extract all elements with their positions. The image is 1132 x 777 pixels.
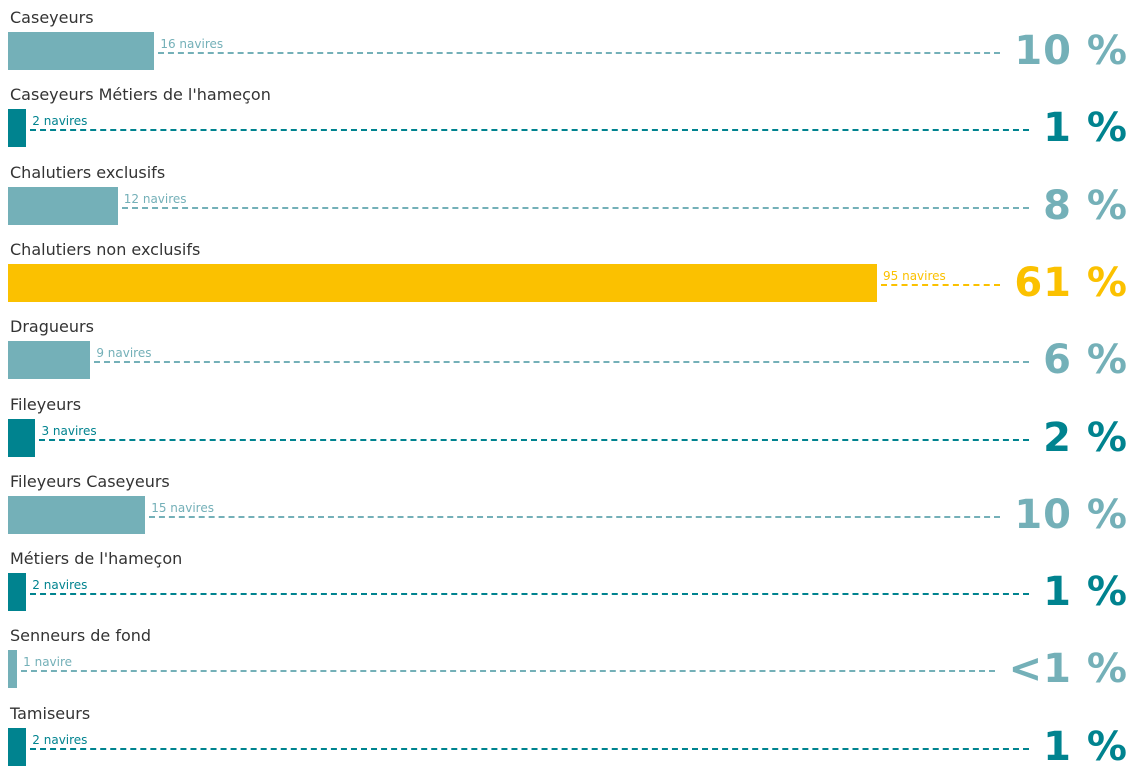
leader-dots <box>881 283 1001 286</box>
bar-row: Métiers de l'hameçon 2 navires 1 % <box>0 545 1132 622</box>
bar <box>8 495 146 534</box>
percent-label: 2 % <box>1043 414 1128 461</box>
leader-dots <box>149 515 1001 518</box>
percent-label: 8 % <box>1043 182 1128 229</box>
category-label: Caseyeurs Métiers de l'hameçon <box>10 85 271 105</box>
bar-row: Fileyeurs 3 navires 2 % <box>0 391 1132 468</box>
leader-dots <box>30 747 1030 750</box>
count-label: 1 navire <box>23 655 73 670</box>
leader-dots <box>30 593 1030 596</box>
bar-row: Fileyeurs Caseyeurs 15 navires 10 % <box>0 468 1132 545</box>
bar-row: Chalutiers non exclusifs 95 navires 61 % <box>0 236 1132 313</box>
count-label: 2 navires <box>32 578 88 593</box>
percent-label: 1 % <box>1043 569 1128 616</box>
bar <box>8 727 27 766</box>
count-label: 15 navires <box>151 500 214 515</box>
bar <box>8 573 27 612</box>
category-label: Senneurs de fond <box>10 626 152 646</box>
percent-label: 10 % <box>1014 491 1128 538</box>
count-label: 12 navires <box>123 191 187 206</box>
category-label: Tamiseurs <box>10 703 91 723</box>
bar <box>8 341 91 380</box>
bar <box>8 186 118 225</box>
bar-row: Caseyeurs 16 navires 10 % <box>0 4 1132 81</box>
percent-label: 61 % <box>1014 259 1128 306</box>
bar <box>8 263 877 302</box>
bar-row: Senneurs de fond 1 navire <1 % <box>0 622 1132 699</box>
category-label: Caseyeurs <box>10 8 94 27</box>
category-label: Métiers de l'hameçon <box>10 549 183 569</box>
leader-dots <box>121 206 1030 209</box>
leader-dots <box>158 52 1001 54</box>
percent-label: 6 % <box>1043 337 1128 384</box>
category-label: Chalutiers exclusifs <box>10 162 166 182</box>
leader-dots <box>94 361 1030 364</box>
count-label: 2 navires <box>32 114 88 129</box>
bar-row: Dragueurs 9 navires 6 % <box>0 313 1132 390</box>
bar-row: Tamiseurs 2 navires 1 % <box>0 700 1132 777</box>
leader-dots <box>30 129 1030 132</box>
category-label: Fileyeurs Caseyeurs <box>10 471 170 491</box>
bar <box>8 650 18 689</box>
bar-row: Chalutiers exclusifs 12 navires 8 % <box>0 159 1132 236</box>
bar <box>8 32 155 70</box>
count-label: 9 navires <box>96 346 152 361</box>
count-label: 2 navires <box>32 732 88 747</box>
percent-label: 10 % <box>1014 28 1128 74</box>
count-label: 95 navires <box>883 268 946 283</box>
category-label: Dragueurs <box>10 317 94 337</box>
percent-label: 1 % <box>1043 105 1128 152</box>
bar <box>8 418 36 457</box>
leader-dots <box>21 670 995 673</box>
leader-dots <box>39 438 1030 441</box>
count-label: 16 navires <box>160 37 224 51</box>
percent-label: <1 % <box>1008 646 1128 693</box>
percent-label: 1 % <box>1043 723 1128 770</box>
bar <box>8 109 27 148</box>
count-label: 3 navires <box>41 423 97 438</box>
category-label: Chalutiers non exclusifs <box>10 239 201 259</box>
bar-row: Caseyeurs Métiers de l'hameçon 2 navires 1… <box>0 81 1132 158</box>
category-label: Fileyeurs <box>10 394 82 414</box>
